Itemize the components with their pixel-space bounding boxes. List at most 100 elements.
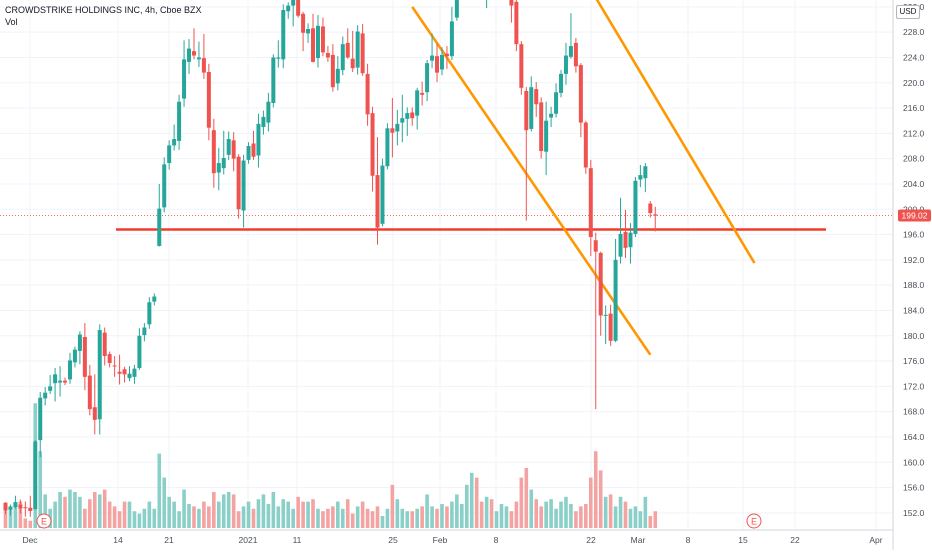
volume-bar [375, 506, 380, 528]
symbol-title: CROWDSTRIKE HOLDINGS INC, 4h, Cboe BZX [5, 5, 202, 15]
candle-body [425, 63, 430, 93]
candle-body [563, 55, 568, 74]
candle-body [320, 26, 325, 53]
volume-bar [643, 496, 648, 528]
candle-body [172, 139, 177, 146]
volume-bar [226, 492, 231, 528]
candle-body [87, 375, 92, 410]
volume-bar [182, 489, 186, 528]
price-tick-label: 224.0 [903, 52, 925, 62]
volume-bar [212, 492, 216, 528]
volume-bar [296, 496, 300, 528]
volume-bar [588, 477, 593, 528]
volume-bar [216, 501, 221, 528]
candle-body [330, 54, 335, 88]
candle-body [301, 13, 306, 33]
candle-body [281, 10, 286, 60]
volume-bar [549, 499, 553, 528]
price-tick-label: 164.0 [903, 432, 925, 442]
volume-bar [122, 501, 127, 528]
volume-bar [53, 501, 57, 528]
volume-bar [172, 501, 176, 528]
volume-bar [415, 508, 419, 528]
candle-body [444, 53, 449, 57]
volume-bar [345, 499, 350, 528]
candle-body [107, 354, 112, 363]
earnings-marker-icon[interactable] [36, 513, 52, 529]
volume-bar [291, 508, 295, 528]
candle-body [122, 369, 127, 375]
volume-bar [559, 501, 563, 528]
volume-bar [23, 518, 28, 528]
candle-body [598, 252, 603, 316]
volume-bar [499, 504, 504, 528]
price-tick-label: 188.0 [903, 280, 925, 290]
volume-bar [301, 501, 305, 528]
candle-body [643, 166, 648, 179]
volume-bar [3, 506, 8, 528]
volume-bar [117, 511, 122, 528]
volume-bar [633, 506, 638, 528]
candle-body [53, 374, 58, 384]
volume-bar [524, 468, 529, 528]
volume-bar [509, 511, 514, 528]
candle-body [648, 203, 653, 214]
volume-bar [127, 501, 132, 528]
candle-body [335, 68, 340, 84]
candle-body [112, 365, 117, 367]
volume-bar [355, 506, 360, 528]
volume-bar [539, 506, 543, 528]
volume-bar [464, 484, 469, 528]
candle-body [544, 120, 549, 152]
candle-body [28, 507, 33, 511]
volume-bar [598, 470, 603, 528]
candle-body [167, 145, 172, 164]
volume-bar [593, 451, 598, 528]
candle-body [618, 233, 623, 257]
candle-body [365, 73, 370, 115]
candle-body [529, 87, 534, 129]
volume-bar [231, 494, 236, 528]
volume-bar [306, 501, 310, 528]
candle-body [390, 128, 395, 133]
volume-bar [484, 496, 489, 528]
candle-body [266, 101, 271, 123]
volume-bar [207, 506, 211, 528]
volume-bar [246, 501, 251, 528]
candle-body [8, 506, 13, 510]
candle-body [415, 90, 420, 116]
volume-bar [167, 496, 171, 528]
channel-lower-line [411, 6, 652, 356]
volume-bar [107, 501, 112, 528]
candle-body [97, 330, 102, 420]
candle-body [583, 122, 588, 168]
candle-body [261, 116, 266, 128]
earnings-marker-icon[interactable] [746, 513, 762, 529]
candle-body [603, 314, 608, 316]
price-tick-label: 200.0 [903, 204, 925, 214]
currency-button[interactable]: USD [896, 5, 920, 19]
volume-bar [529, 489, 534, 528]
candle-body [82, 337, 87, 377]
volume-bar [68, 489, 72, 528]
volume-bar [38, 451, 43, 528]
price-tick-label: 180.0 [903, 331, 925, 341]
volume-bar [177, 511, 181, 528]
price-tick-label: 172.0 [903, 381, 925, 391]
volume-bar [157, 453, 162, 528]
time-tick-label: 22 [586, 535, 596, 545]
volume-bar [83, 508, 87, 528]
volume-bar [13, 504, 18, 528]
candle-body [221, 158, 226, 169]
price-tick-label: 196.0 [903, 230, 925, 240]
volume-bar [474, 477, 479, 528]
candle-body [286, 5, 291, 12]
volume-bar [331, 506, 335, 528]
time-tick-label: 15 [738, 535, 748, 545]
candle-body [271, 57, 276, 103]
candle-body [613, 259, 618, 341]
volume-bar [390, 484, 395, 528]
